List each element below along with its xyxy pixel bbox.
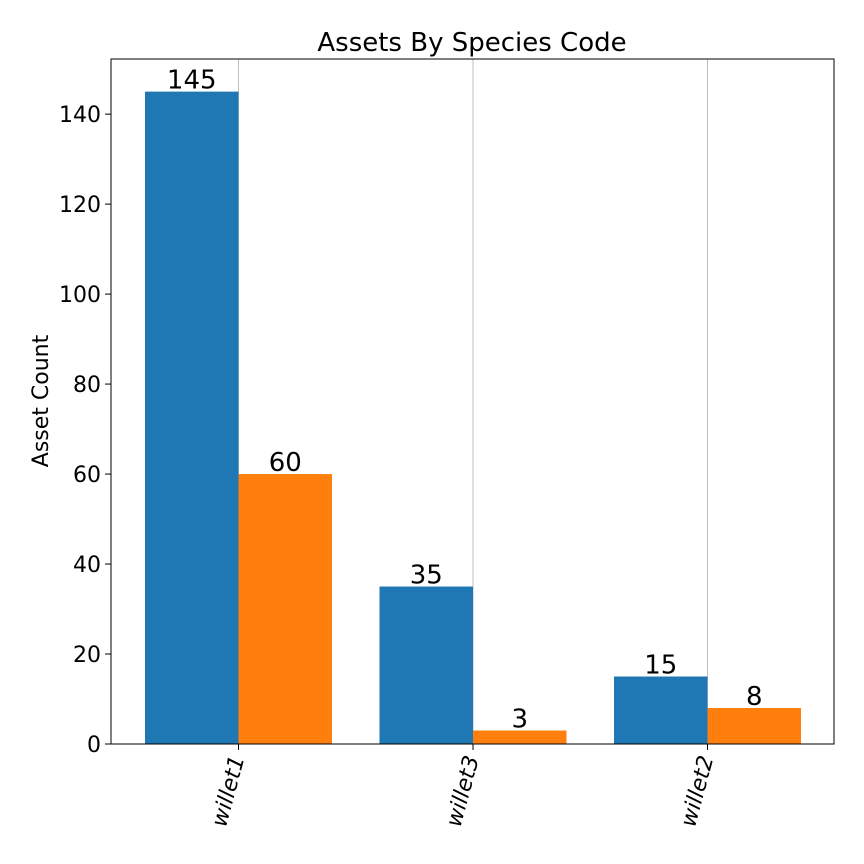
y-tick-label: 0 <box>87 733 101 758</box>
y-tick-label: 140 <box>59 103 101 128</box>
y-tick-label: 120 <box>59 193 101 218</box>
bar <box>473 730 567 744</box>
bar-value-label: 8 <box>746 682 763 712</box>
y-tick-label: 20 <box>73 643 101 668</box>
x-axis: willet1 willet3 willet2 <box>207 744 719 830</box>
y-tick-label: 40 <box>73 553 101 578</box>
y-axis: 0 20 40 60 80 100 120 140 <box>59 103 111 758</box>
bar-value-label: 35 <box>410 561 443 591</box>
y-axis-label: Asset Count <box>29 334 54 467</box>
x-tick-label: willet2 <box>676 753 719 830</box>
y-tick-label: 60 <box>73 463 101 488</box>
bar <box>614 676 708 744</box>
bar <box>379 586 473 744</box>
x-tick-label: willet1 <box>207 753 250 830</box>
bar <box>238 474 332 744</box>
bar-value-label: 145 <box>167 66 217 96</box>
bar <box>145 91 239 745</box>
bar-value-label: 60 <box>269 448 302 478</box>
y-tick-label: 100 <box>59 283 101 308</box>
bar-labels: 145 35 15 60 3 8 <box>167 66 763 735</box>
bar-value-label: 15 <box>644 651 677 681</box>
bars <box>145 91 801 745</box>
x-tick-label: willet3 <box>442 753 485 830</box>
chart-title: Assets By Species Code <box>317 28 626 58</box>
y-tick-label: 80 <box>73 373 101 398</box>
bar <box>707 708 801 744</box>
bar-value-label: 3 <box>511 705 528 735</box>
